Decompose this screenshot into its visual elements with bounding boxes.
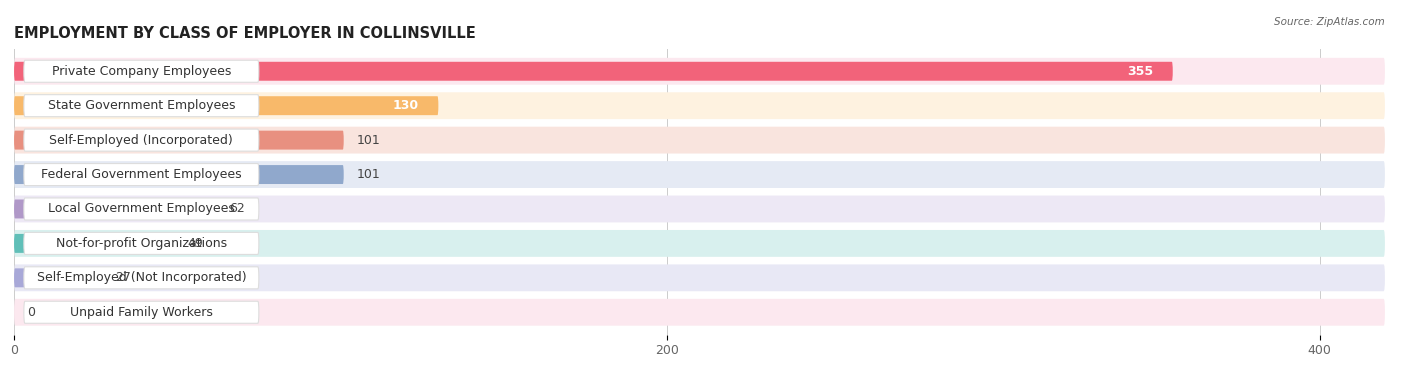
FancyBboxPatch shape [14, 268, 103, 287]
Text: 355: 355 [1128, 65, 1153, 78]
FancyBboxPatch shape [14, 62, 1173, 81]
FancyBboxPatch shape [14, 161, 1385, 188]
FancyBboxPatch shape [14, 230, 1385, 257]
FancyBboxPatch shape [24, 95, 259, 117]
FancyBboxPatch shape [24, 198, 259, 220]
Text: State Government Employees: State Government Employees [48, 99, 235, 112]
Text: Source: ZipAtlas.com: Source: ZipAtlas.com [1274, 17, 1385, 27]
Text: Unpaid Family Workers: Unpaid Family Workers [70, 306, 212, 319]
Text: 0: 0 [27, 306, 35, 319]
FancyBboxPatch shape [14, 234, 174, 253]
FancyBboxPatch shape [14, 96, 439, 115]
FancyBboxPatch shape [14, 92, 1385, 119]
FancyBboxPatch shape [14, 196, 1385, 222]
FancyBboxPatch shape [14, 264, 1385, 291]
FancyBboxPatch shape [14, 299, 1385, 326]
Text: 130: 130 [392, 99, 419, 112]
FancyBboxPatch shape [24, 60, 259, 82]
Text: 62: 62 [229, 202, 245, 215]
Text: Local Government Employees: Local Government Employees [48, 202, 235, 215]
FancyBboxPatch shape [24, 267, 259, 289]
Text: 101: 101 [357, 133, 381, 147]
Text: Not-for-profit Organizations: Not-for-profit Organizations [56, 237, 226, 250]
FancyBboxPatch shape [14, 200, 217, 218]
FancyBboxPatch shape [24, 301, 259, 323]
Text: 49: 49 [187, 237, 202, 250]
Text: Private Company Employees: Private Company Employees [52, 65, 231, 78]
FancyBboxPatch shape [24, 164, 259, 185]
FancyBboxPatch shape [14, 165, 343, 184]
Text: Self-Employed (Incorporated): Self-Employed (Incorporated) [49, 133, 233, 147]
Text: EMPLOYMENT BY CLASS OF EMPLOYER IN COLLINSVILLE: EMPLOYMENT BY CLASS OF EMPLOYER IN COLLI… [14, 26, 475, 41]
FancyBboxPatch shape [14, 127, 1385, 153]
Text: 101: 101 [357, 168, 381, 181]
Text: 27: 27 [115, 271, 131, 284]
FancyBboxPatch shape [14, 130, 343, 150]
FancyBboxPatch shape [24, 129, 259, 151]
FancyBboxPatch shape [14, 58, 1385, 85]
Text: Federal Government Employees: Federal Government Employees [41, 168, 242, 181]
Text: Self-Employed (Not Incorporated): Self-Employed (Not Incorporated) [37, 271, 246, 284]
FancyBboxPatch shape [24, 232, 259, 255]
